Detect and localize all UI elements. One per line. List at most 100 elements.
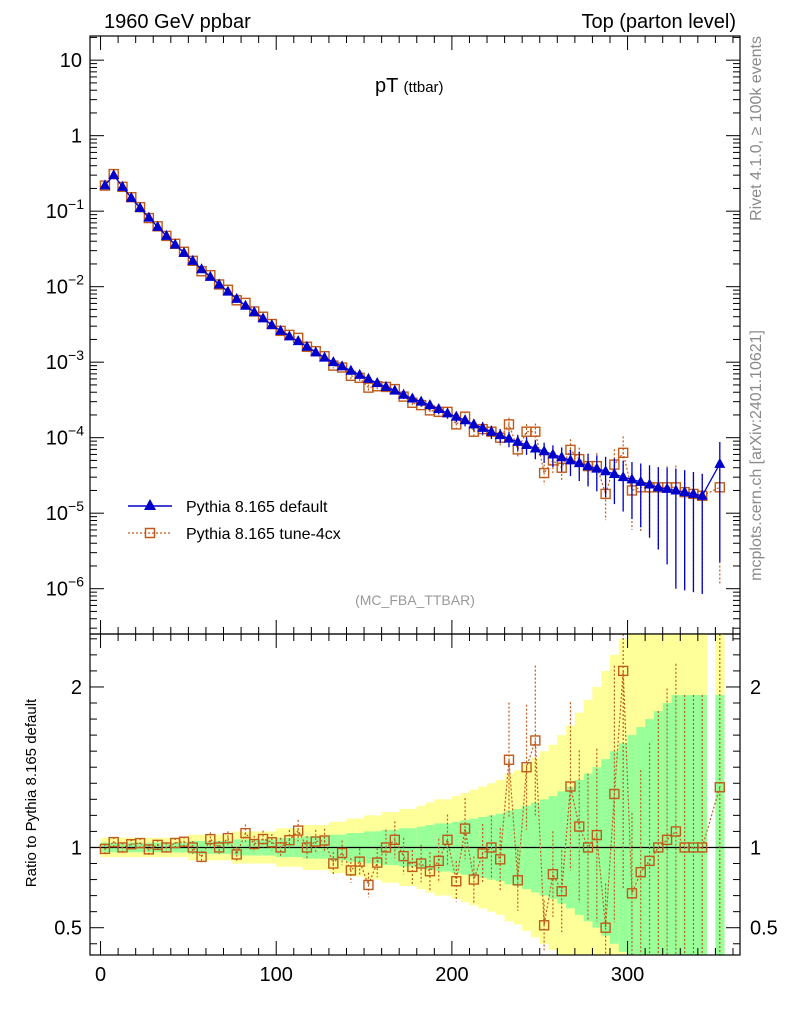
- ratio-point: [556, 886, 567, 897]
- tune-point: [538, 467, 550, 479]
- ratio-point: [336, 847, 348, 859]
- ratio-point: [644, 855, 655, 867]
- ratio-point: [609, 788, 620, 800]
- bot-ytick-label-right: 0.5: [750, 918, 778, 940]
- default-point: [108, 169, 120, 180]
- top-ytick-label: 10−4: [46, 423, 84, 450]
- ratio-point: [451, 876, 462, 887]
- ratio-point: [134, 837, 146, 849]
- default-point: [626, 473, 638, 484]
- default-point: [433, 402, 445, 413]
- ratio-point: [626, 888, 638, 899]
- mcplots-label: mcplots.cern.ch [arXiv:2401.10621]: [748, 330, 765, 581]
- ratio-point: [284, 834, 295, 846]
- default-point: [239, 299, 251, 310]
- default-point: [389, 384, 401, 395]
- default-point: [301, 340, 313, 351]
- ratio-point: [582, 842, 594, 853]
- ratio-point: [512, 875, 523, 886]
- ratio-band-inner: [627, 735, 637, 955]
- ratio-point: [99, 843, 111, 855]
- ratio-point: [697, 842, 708, 853]
- bot-ytick-label: 0.5: [54, 918, 82, 940]
- ratio-point: [292, 825, 304, 836]
- top-frame: [89, 35, 741, 635]
- ratio-point: [433, 855, 444, 867]
- default-point: [485, 425, 497, 436]
- default-point: [380, 380, 392, 391]
- default-point: [644, 478, 656, 489]
- ratio-point: [398, 850, 409, 862]
- default-point: [608, 468, 620, 479]
- ratio-point: [486, 842, 497, 853]
- default-point: [521, 439, 533, 450]
- default-point: [354, 368, 366, 379]
- ratio-point: [530, 735, 541, 746]
- default-point: [503, 432, 515, 443]
- tune-point: [363, 382, 374, 393]
- default-point: [160, 229, 172, 240]
- ratio-point: [196, 851, 207, 863]
- bot-xtick-label: 200: [435, 964, 468, 986]
- ratio-point: [187, 842, 198, 853]
- ratio-point: [574, 821, 585, 832]
- default-point: [529, 442, 541, 453]
- legend-marker-default: [144, 499, 156, 510]
- ratio-point: [178, 836, 190, 847]
- default-point: [292, 335, 304, 346]
- legend-label-tune: Pythia 8.165 tune-4cx: [186, 526, 341, 543]
- ratio-point: [714, 782, 725, 793]
- default-point: [679, 486, 691, 497]
- default-point: [319, 351, 331, 362]
- default-point: [547, 448, 559, 459]
- default-point: [600, 465, 612, 476]
- tune-point: [617, 447, 629, 459]
- default-point: [512, 435, 524, 446]
- ratio-point: [240, 827, 251, 839]
- default-point: [152, 220, 164, 231]
- default-point: [398, 388, 410, 399]
- tune-point: [503, 419, 515, 430]
- ratio-point: [477, 848, 488, 859]
- ratio-point: [354, 856, 365, 867]
- default-point: [591, 462, 603, 473]
- default-point: [275, 324, 287, 335]
- ratio-point: [459, 823, 471, 834]
- default-point: [196, 263, 208, 274]
- ratio-point: [108, 836, 119, 848]
- default-point: [99, 179, 111, 190]
- top-ytick-label: 1: [71, 126, 82, 148]
- default-point: [573, 457, 585, 468]
- default-point: [213, 278, 225, 289]
- ratio-point: [380, 842, 392, 853]
- default-point: [406, 392, 418, 403]
- default-point: [538, 445, 550, 456]
- ratio-point: [442, 834, 453, 846]
- top-ytick-label: 10−1: [46, 196, 84, 223]
- default-point: [257, 312, 269, 323]
- bottom-frame: [89, 633, 741, 956]
- ratio-point: [363, 879, 374, 891]
- ratio-point: [495, 854, 506, 865]
- ratio-band-inner: [715, 694, 725, 955]
- bot-ytick-label: 1: [71, 837, 82, 859]
- tune-point: [521, 426, 532, 437]
- default-point: [327, 356, 339, 367]
- legend: Pythia 8.165 default Pythia 8.165 tune-4…: [128, 499, 341, 543]
- default-point: [670, 484, 682, 495]
- ratio-point: [424, 866, 436, 877]
- default-point: [635, 475, 647, 486]
- default-point: [231, 292, 243, 303]
- default-point: [477, 421, 489, 432]
- ratio-point: [222, 832, 234, 844]
- default-point: [362, 372, 374, 383]
- ratio-point: [468, 874, 480, 885]
- default-point: [661, 482, 673, 493]
- default-point: [310, 346, 322, 357]
- top-ytick-label: 10−2: [46, 272, 84, 299]
- ratio-point: [617, 665, 629, 677]
- ratio-point: [503, 754, 515, 765]
- default-point: [266, 319, 278, 330]
- default-point: [468, 418, 480, 429]
